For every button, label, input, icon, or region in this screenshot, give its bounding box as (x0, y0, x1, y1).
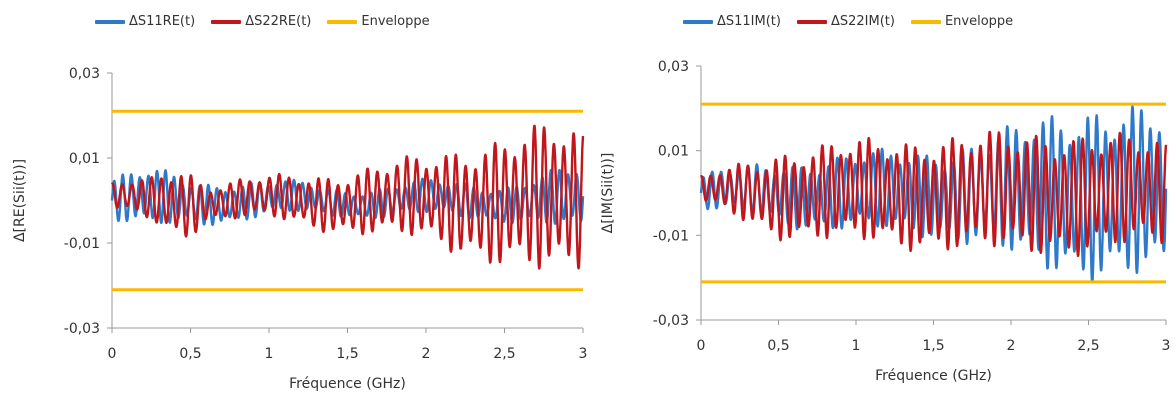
legend-swatch-s22 (211, 19, 242, 24)
legend-swatch-s11 (95, 19, 125, 24)
re-chart-svg: 0,03 0,01 -0,01 -0,03 0 0,5 1 1,5 2 2,5 3 Fréquence… (12, 66, 588, 392)
y-tick-label: -0,03 (64, 321, 100, 337)
x-tick-label: 2 (1007, 338, 1016, 354)
im-chart-panel: ΔS11IM(t) ΔS22IM(t) Enveloppe 0,03 0,01 -0… (588, 0, 1176, 400)
x-tick-label: 0,5 (767, 338, 789, 354)
legend-label: ΔS11IM(t) (717, 14, 781, 29)
x-tick-label: 1,5 (922, 338, 944, 354)
legend-swatch-envelope (910, 19, 941, 24)
legend-entry: ΔS22IM(t) (796, 14, 895, 29)
y-axis-title: Δ[RE(Sii(t))] (12, 159, 28, 242)
x-tick-label: 2,5 (493, 346, 515, 362)
x-axis-title: Fréquence (GHz) (289, 376, 406, 392)
legend-swatch-s11 (683, 19, 713, 24)
series-line-s11 (699, 105, 1168, 284)
x-axis-title: Fréquence (GHz) (875, 368, 992, 384)
x-tick-label: 1 (265, 346, 274, 362)
x-tick-label: 1 (852, 338, 861, 354)
x-tick-label: 3 (579, 346, 588, 362)
y-tick-label: -0,01 (64, 236, 100, 252)
series-line-s11 (110, 168, 585, 227)
legend-entry: ΔS22RE(t) (211, 14, 311, 29)
series-line-s22 (699, 130, 1168, 258)
y-tick-label: 0,01 (69, 151, 100, 167)
x-tick-label: 3 (1162, 338, 1171, 354)
legend-entry: Enveloppe (910, 14, 1014, 29)
y-axis-title: Δ[IM(Sii(t))] (600, 153, 616, 234)
x-tick-label: 2 (422, 346, 431, 362)
legend-label: Enveloppe (361, 14, 430, 29)
chart-legend: ΔS11RE(t) ΔS22RE(t) Enveloppe (95, 14, 430, 29)
legend-label: ΔS22IM(t) (830, 14, 895, 29)
x-tick-label: 0 (697, 338, 706, 354)
y-tick-label: -0,03 (653, 313, 689, 329)
x-tick-label: 0,5 (179, 346, 201, 362)
legend-swatch-envelope (327, 19, 358, 24)
series-line-s22 (110, 124, 585, 270)
x-tick-label: 0 (108, 346, 117, 362)
legend-entry: ΔS11IM(t) (683, 14, 781, 29)
legend-entry: Enveloppe (327, 14, 430, 29)
legend-swatch-s22 (796, 19, 827, 24)
legend-label: Enveloppe (944, 14, 1014, 29)
legend-label: ΔS11RE(t) (129, 14, 196, 29)
y-tick-label: -0,01 (653, 228, 689, 244)
y-tick-label: 0,03 (658, 59, 689, 75)
y-tick-label: 0,03 (69, 66, 100, 82)
im-chart-svg: 0,03 0,01 -0,01 -0,03 0 0,5 1 1,5 2 2,5 3 Fréquence… (600, 59, 1171, 384)
chart-legend: ΔS11IM(t) ΔS22IM(t) Enveloppe (683, 14, 1013, 29)
x-tick-label: 2,5 (1077, 338, 1099, 354)
re-chart-panel: ΔS11RE(t) ΔS22RE(t) Enveloppe 0,03 0,01 -0… (12, 14, 588, 392)
legend-label: ΔS22RE(t) (245, 14, 312, 29)
legend-entry: ΔS11RE(t) (95, 14, 195, 29)
y-tick-label: 0,01 (658, 144, 689, 160)
x-tick-label: 1,5 (336, 346, 358, 362)
